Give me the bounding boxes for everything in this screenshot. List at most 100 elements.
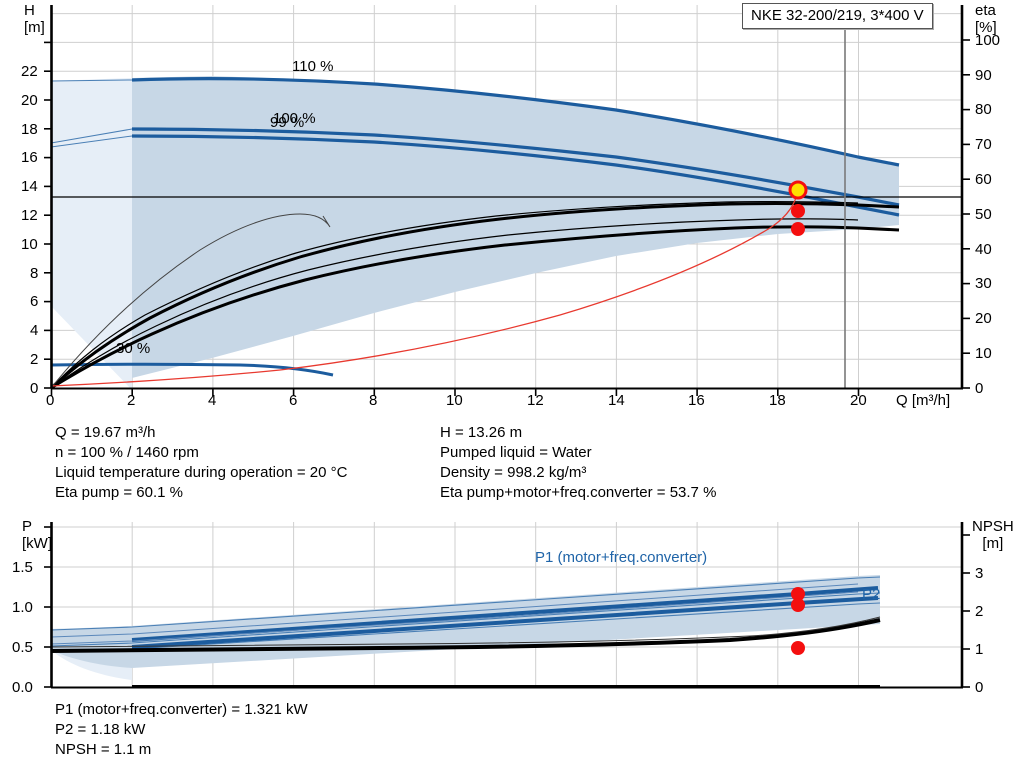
head-curve-99-thin [51, 135, 133, 148]
q-tick-10: 10 [446, 392, 463, 409]
q-tick-12: 12 [527, 392, 544, 409]
h-tick-20: 20 [21, 92, 38, 109]
h-tick-14: 14 [21, 178, 38, 195]
model-legend-box[interactable]: NKE 32-200/219, 3*400 V [742, 3, 933, 29]
info-eta-pump: Eta pump = 60.1 % [55, 484, 183, 501]
h-tick-18: 18 [21, 121, 38, 138]
q-axis-title: Q [m³/h] [896, 392, 951, 409]
h-tick-12: 12 [21, 207, 38, 224]
eta-tick-50: 50 [975, 206, 992, 223]
h-tick-4: 4 [30, 322, 39, 339]
q-tick-2: 2 [127, 392, 136, 409]
npsh-tick-1: 1 [975, 641, 984, 658]
head-curve-110 [131, 76, 900, 167]
p2-series-label: P2 [862, 586, 881, 603]
info-speed: n = 100 % / 1460 rpm [55, 444, 199, 461]
operating-point-p1-marker [791, 587, 805, 601]
power-chart-svg [44, 522, 970, 689]
h-tick-10: 10 [21, 236, 38, 253]
info-p2: P2 = 1.18 kW [55, 721, 146, 738]
p-tick-15: 1.5 [12, 559, 33, 576]
operating-data-block: Q = 19.67 m³/h n = 100 % / 1460 rpm Liqu… [0, 418, 1024, 513]
head-curve-30 [51, 362, 334, 377]
eta-curve-30-arc [51, 213, 331, 388]
info-pumped-liquid: Pumped liquid = Water [440, 444, 592, 461]
curve-label-100: 100 % [273, 110, 316, 127]
power-y-right-ticks [962, 534, 970, 688]
eta-tick-40: 40 [975, 241, 992, 258]
q-tick-4: 4 [208, 392, 217, 409]
curve-label-110: 110 % [292, 58, 334, 75]
eta-tick-90: 90 [975, 67, 992, 84]
npsh-curve [51, 618, 881, 653]
operating-envelope [132, 76, 899, 378]
eta-pump-curve [51, 202, 900, 388]
info-npsh: NPSH = 1.1 m [55, 741, 152, 758]
operating-point-eta-total-marker [791, 222, 805, 236]
eta-tick-20: 20 [975, 310, 992, 327]
h-axis-title: H [m] [24, 2, 45, 36]
curve-label-30: 30 % [116, 340, 151, 357]
operating-data-right-column: H = 13.26 m Pumped liquid = Water Densit… [440, 423, 716, 503]
power-data-block: P1 (motor+freq.converter) = 1.321 kW P2 … [55, 700, 308, 760]
eta-tick-60: 60 [975, 171, 992, 188]
p1-series-label: P1 (motor+freq.converter) [535, 549, 708, 566]
eta-tick-100: 100 [975, 32, 1001, 49]
eta-curve-thin-b [51, 218, 859, 388]
npsh-tick-3: 3 [975, 565, 984, 582]
eta-curve-thin-a [51, 200, 859, 388]
eta-tick-10: 10 [975, 345, 992, 362]
info-density: Density = 998.2 kg/m³ [440, 464, 587, 481]
x-tick-marks [50, 388, 860, 396]
q-tick-6: 6 [289, 392, 298, 409]
curve-label-99: 99 % [270, 114, 305, 131]
info-p1: P1 (motor+freq.converter) = 1.321 kW [55, 701, 308, 718]
eta-tick-70: 70 [975, 136, 992, 153]
operating-point-npsh-marker [791, 641, 805, 655]
p2-curve-thin [51, 592, 881, 647]
npsh-tick-0: 0 [975, 679, 984, 696]
npsh-curve-thin [51, 616, 881, 648]
model-legend-label: NKE 32-200/219, 3*400 V [751, 7, 924, 24]
p-tick-05: 0.5 [12, 639, 33, 656]
head-efficiency-chart: H [m] eta [%] Q [m³/h] 0 2 4 6 8 10 12 1… [21, 2, 1001, 409]
npsh-curve-red [51, 191, 799, 387]
q-tick-8: 8 [369, 392, 378, 409]
y-right-tick-marks [962, 39, 970, 389]
q-tick-14: 14 [608, 392, 625, 409]
eta-tick-80: 80 [975, 101, 992, 118]
operating-point-head-marker [788, 180, 808, 200]
h-tick-6: 6 [30, 293, 39, 310]
head-curve-100-thin [51, 128, 133, 144]
operating-envelope-light [51, 78, 132, 388]
q-tick-20: 20 [850, 392, 867, 409]
head-curve-100 [131, 127, 900, 207]
eta-tick-0: 0 [975, 380, 984, 397]
eta-axis-title: eta [%] [975, 2, 997, 36]
p-tick-10: 1.0 [12, 599, 33, 616]
info-q: Q = 19.67 m³/h [55, 424, 156, 441]
info-eta-total: Eta pump+motor+freq.converter = 53.7 % [440, 484, 717, 501]
h-tick-8: 8 [30, 265, 39, 282]
eta-tick-30: 30 [975, 275, 992, 292]
npsh-axis-title: NPSH [m] [972, 518, 1014, 552]
head-curve-99 [131, 134, 900, 217]
h-tick-22: 22 [21, 63, 38, 80]
y-left-tick-marks [44, 41, 51, 389]
p1-curve-thin-upper [51, 576, 881, 631]
head-chart-svg [44, 5, 970, 396]
h-tick-16: 16 [21, 149, 38, 166]
info-h: H = 13.26 m [440, 424, 523, 441]
power-npsh-chart: P [kW] NPSH [m] 0.0 0.5 1.0 1.5 0 1 2 3 … [0, 516, 1024, 696]
operating-data-left-column: Q = 19.67 m³/h n = 100 % / 1460 rpm Liqu… [55, 423, 347, 503]
info-liquid-temp: Liquid temperature during operation = 20… [55, 464, 348, 481]
operating-point-p2-marker [791, 598, 805, 612]
power-curve-thin-a [51, 583, 859, 638]
q-tick-18: 18 [769, 392, 786, 409]
power-curve-thin-b [51, 591, 859, 645]
q-tick-16: 16 [688, 392, 705, 409]
p-tick-0: 0.0 [12, 679, 33, 696]
power-y-left-ticks [44, 526, 51, 688]
q-tick-0: 0 [46, 392, 55, 409]
